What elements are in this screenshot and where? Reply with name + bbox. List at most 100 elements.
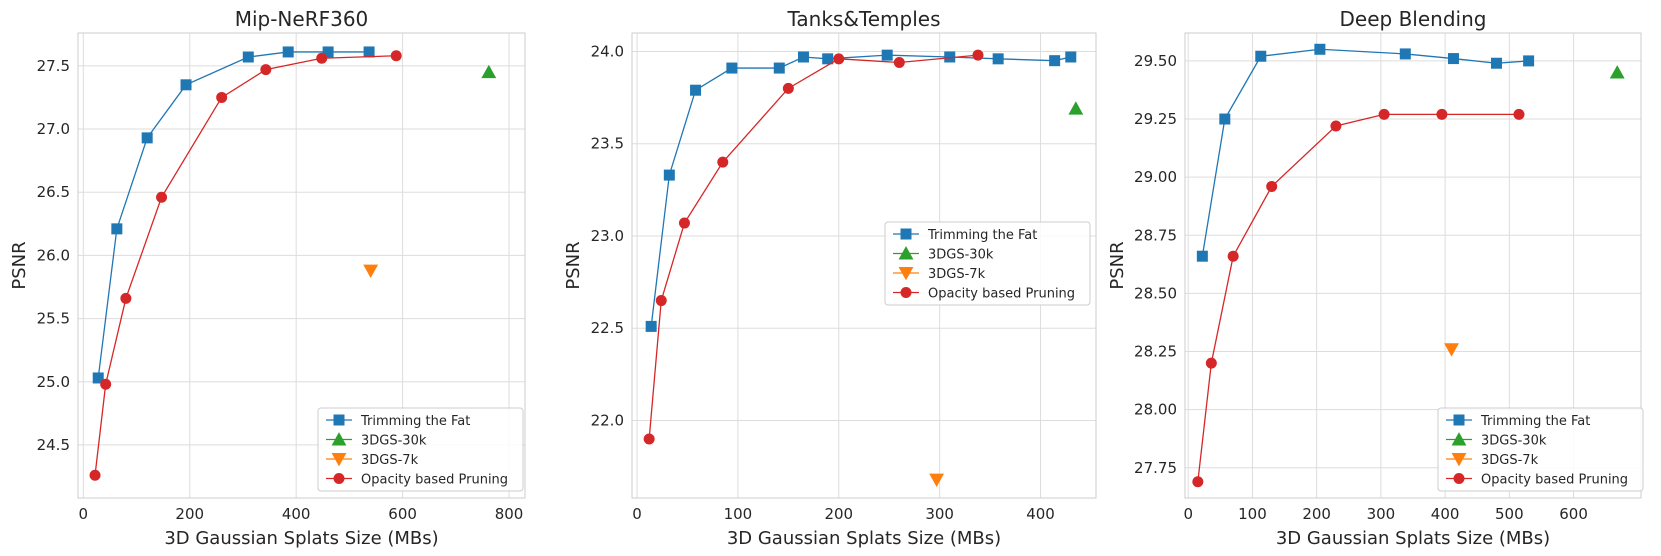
- data-point: [678, 217, 690, 229]
- series-line: [1197, 113, 1519, 482]
- x-tick-label: 400: [1431, 505, 1460, 523]
- data-point: [655, 295, 667, 307]
- legend-item: 3DGS-7k: [326, 453, 419, 468]
- series-3dgs-30k: [481, 64, 497, 79]
- legend-item: 3DGS-7k: [1446, 453, 1539, 468]
- data-point: [120, 292, 132, 304]
- legend-item: 3DGS-30k: [893, 246, 994, 263]
- legend-item: 3DGS-30k: [326, 432, 427, 449]
- data-point: [1065, 51, 1077, 63]
- x-tick-label: 300: [1367, 505, 1396, 523]
- legend-label: Opacity based Pruning: [361, 473, 508, 488]
- data-point: [643, 433, 655, 445]
- legend-marker: [333, 414, 345, 426]
- y-tick-label: 29.00: [1134, 168, 1177, 186]
- data-point: [100, 378, 112, 390]
- data-point: [1049, 55, 1061, 67]
- data-point: [1444, 343, 1459, 357]
- legend: Trimming the Fat 3DGS-30k 3DGS-7k Opacity b…: [884, 221, 1091, 306]
- subplot-title: Mip-NeRF360: [235, 7, 369, 31]
- data-point: [944, 51, 956, 63]
- x-tick-label: 0: [1183, 505, 1193, 523]
- legend-marker: [333, 473, 345, 484]
- y-tick-label: 24.5: [37, 436, 70, 454]
- legend: Trimming the Fat 3DGS-30k 3DGS-7k Opacity b…: [1437, 407, 1644, 492]
- data-point: [1192, 476, 1204, 488]
- series-3dgs-7k: [1444, 343, 1459, 357]
- legend-item: 3DGS-30k: [1446, 432, 1547, 449]
- x-tick-label: 600: [1559, 505, 1588, 523]
- data-point: [726, 62, 738, 74]
- data-point: [1436, 108, 1448, 120]
- x-tick-label: 200: [175, 505, 204, 523]
- data-point: [1068, 101, 1084, 115]
- series-opacity-based-pruning: [89, 50, 402, 481]
- data-point: [822, 53, 834, 65]
- data-point: [316, 52, 328, 64]
- x-tick-label: 0: [79, 505, 89, 523]
- data-point: [881, 49, 893, 61]
- subplot-title: Tanks&Temples: [786, 7, 940, 31]
- x-tick-label: 800: [495, 505, 524, 523]
- y-tick-label: 23.0: [591, 227, 624, 245]
- series-3dgs-7k: [929, 473, 945, 487]
- y-tick-label: 28.00: [1134, 401, 1177, 419]
- legend-marker: [1451, 453, 1467, 467]
- x-tick-label: 600: [388, 505, 417, 523]
- series-line: [94, 55, 397, 476]
- legend-item: Trimming the Fat: [1446, 414, 1590, 429]
- data-point: [1330, 120, 1342, 132]
- legend-item: Opacity based Pruning: [326, 473, 508, 488]
- data-point: [322, 46, 334, 58]
- data-point: [1609, 65, 1625, 79]
- data-point: [1219, 113, 1231, 125]
- y-axis-label: PSNR: [1107, 241, 1128, 289]
- data-point: [363, 46, 375, 58]
- data-point: [1196, 250, 1208, 262]
- data-point: [89, 469, 101, 481]
- legend-marker: [1451, 432, 1467, 446]
- y-tick-label: 22.0: [591, 412, 624, 430]
- data-point: [1255, 50, 1267, 62]
- plot-frame: [77, 32, 526, 499]
- data-point: [260, 64, 272, 76]
- y-tick-label: 27.75: [1134, 459, 1177, 477]
- y-tick-label: 23.5: [591, 135, 624, 153]
- data-point: [992, 53, 1004, 65]
- legend-item: Opacity based Pruning: [1446, 473, 1628, 488]
- series-line: [650, 54, 1071, 327]
- series-line: [97, 51, 370, 379]
- y-tick-label: 28.75: [1134, 226, 1177, 244]
- data-point: [481, 64, 497, 79]
- y-axis-label: PSNR: [563, 241, 584, 289]
- legend-label: 3DGS-7k: [1481, 453, 1539, 468]
- legend: Trimming the Fat 3DGS-30k 3DGS-7k Opacity b…: [317, 407, 524, 492]
- data-point: [180, 79, 192, 91]
- series-3dgs-30k: [1068, 101, 1084, 115]
- series-opacity-based-pruning: [1192, 108, 1525, 488]
- data-point: [282, 46, 294, 58]
- legend-label: 3DGS-30k: [928, 248, 994, 263]
- data-point: [929, 473, 945, 487]
- legend-marker: [898, 246, 914, 260]
- legend-item: 3DGS-7k: [893, 267, 986, 282]
- y-tick-label: 26.5: [37, 183, 70, 201]
- legend-box: [317, 407, 524, 492]
- data-point: [972, 49, 984, 61]
- x-tick-label: 300: [925, 505, 954, 523]
- legend-marker: [900, 287, 912, 298]
- series-3dgs-7k: [363, 264, 379, 278]
- plot-frame: [1184, 32, 1642, 499]
- legend-label: Trimming the Fat: [360, 414, 470, 429]
- y-tick-label: 27.0: [37, 120, 70, 138]
- legend-label: Opacity based Pruning: [928, 287, 1075, 302]
- x-tick-label: 200: [1302, 505, 1331, 523]
- data-point: [141, 132, 153, 144]
- legend-label: 3DGS-30k: [1481, 434, 1547, 449]
- y-tick-label: 26.0: [37, 246, 70, 264]
- x-axis-label: 3D Gaussian Splats Size (MBs): [1276, 528, 1550, 549]
- y-tick-label: 24.0: [591, 42, 624, 60]
- subplot-2: 0 100 200 300 400 22.0 22.5 23.0 23.5 24.0 Tanks&T…: [563, 7, 1097, 549]
- data-point: [1490, 57, 1502, 69]
